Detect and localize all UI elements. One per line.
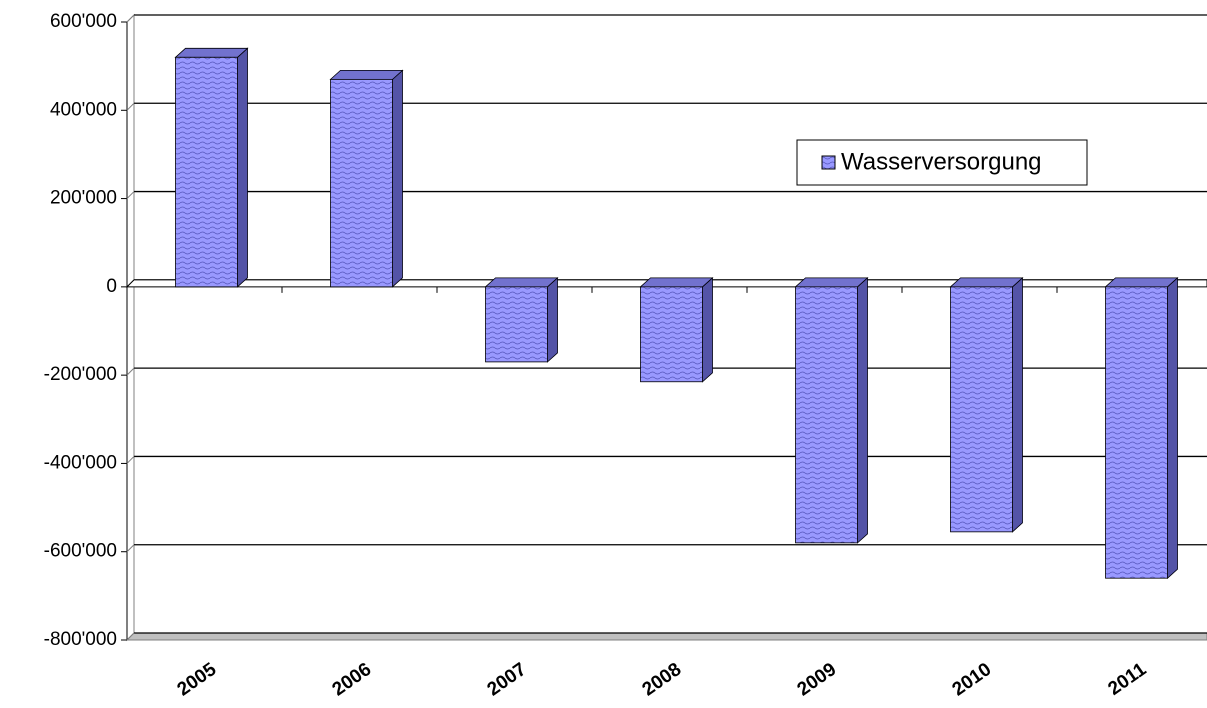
y-tick-label: -400'000: [44, 452, 117, 473]
bar-top-shade: [1105, 277, 1178, 287]
y-tick-label: -800'000: [44, 629, 117, 650]
bar-3d: [174, 47, 249, 288]
grid-line-side: [126, 632, 135, 641]
plot-floor: [125, 632, 1207, 641]
bar-top-shade: [640, 277, 713, 287]
x-tick-label: 2007: [484, 659, 531, 700]
bar: [795, 286, 858, 544]
x-tick-label: 2005: [174, 659, 221, 701]
bar-top-shade: [795, 277, 868, 287]
bar-top-shade: [950, 277, 1023, 287]
grid-line-side: [126, 544, 135, 553]
bar-side-shade: [702, 277, 713, 382]
bar-side-shade: [237, 48, 248, 287]
y-tick-label: 400'000: [50, 99, 117, 120]
bar-3d: [329, 69, 404, 288]
x-tick-label: 2008: [639, 659, 686, 700]
y-tick-label: -600'000: [44, 541, 117, 562]
y-tick-label: 200'000: [50, 188, 117, 209]
bar-top-shade: [175, 48, 248, 58]
grid-line-side: [126, 456, 135, 464]
x-tick-label: 2010: [949, 659, 996, 700]
bar: [1105, 286, 1168, 579]
x-tick-label: 2011: [1104, 659, 1150, 700]
bar: [485, 286, 548, 363]
bar-3d: [1104, 276, 1179, 580]
grid-line-side: [126, 14, 135, 23]
bar: [330, 78, 393, 288]
bar-side-shade: [1012, 277, 1023, 532]
bar-3d: [794, 276, 869, 544]
legend-swatch: [821, 155, 836, 170]
bar-3d: [949, 276, 1024, 533]
bar-3d: [639, 276, 714, 383]
bar-top-shade: [485, 277, 558, 287]
legend-box: [796, 139, 1088, 186]
bar: [950, 286, 1013, 533]
y-tick-label: -200'000: [44, 364, 117, 385]
x-tick-label: 2006: [329, 659, 376, 700]
bar-side-shade: [857, 277, 868, 543]
bar: [640, 286, 703, 383]
bar: [175, 56, 238, 288]
x-tick-label: 2009: [794, 659, 841, 700]
bar-top-shade: [330, 70, 403, 80]
legend-label: Wasserversorgung: [841, 148, 1042, 175]
bar-side-shade: [547, 277, 558, 362]
bar-3d: [484, 276, 559, 363]
grid-line-side: [126, 367, 135, 376]
bar-side-shade: [1167, 277, 1178, 579]
grid-line-side: [126, 102, 135, 111]
y-tick-label: 600'000: [50, 11, 117, 32]
y-tick-label: 0: [106, 276, 117, 297]
grid-line-side: [126, 191, 135, 199]
bar-side-shade: [392, 70, 403, 287]
